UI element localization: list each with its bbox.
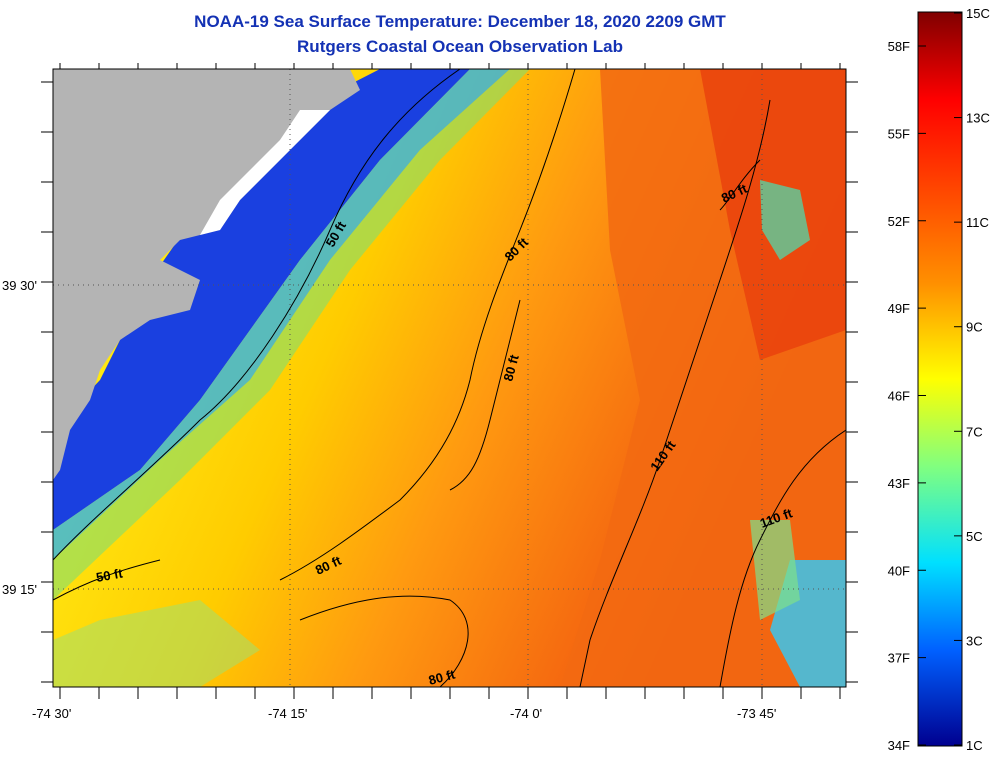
isobath-80ft-b: [449, 299, 521, 491]
lon-tick-label: -74 15': [268, 706, 307, 721]
colorbar-f-label: 43F: [888, 476, 910, 491]
sst-coastal-cold: [53, 69, 470, 530]
map-panel: [53, 69, 846, 687]
contour-label: 50 ft: [95, 565, 125, 585]
isobath-80ft-c: [299, 595, 469, 687]
colorbar-f-label: 46F: [888, 389, 910, 404]
isobath-80ft-a: [279, 69, 576, 581]
colorbar-f-label: 34F: [888, 738, 910, 753]
isobath-50ft-south: [53, 559, 161, 601]
contour-label: 80 ft: [427, 666, 457, 688]
sst-coastal-green: [53, 69, 530, 600]
lat-tick-label: 39 30': [2, 278, 37, 293]
colorbar-c-label: 5C: [966, 529, 983, 544]
colorbar-f-label: 40F: [888, 563, 910, 578]
colorbar-f-label: 37F: [888, 651, 910, 666]
colorbar-c-label: 1C: [966, 738, 983, 753]
sst-coastal-teal: [53, 69, 510, 560]
colorbar-celsius-labels: 15C 13C 11C 9C 7C 5C 3C 1C: [966, 6, 990, 753]
isobath-110ft-b: [719, 429, 846, 687]
colorbar-c-label: 9C: [966, 320, 983, 335]
isobath-80ft-d: [719, 159, 761, 211]
map-tick-marks: [41, 63, 858, 699]
sst-southwest-cool: [53, 600, 260, 687]
colorbar-gradient: [917, 11, 963, 747]
colorbar-f-label: 55F: [888, 126, 910, 141]
lon-tick-label: -74 0': [510, 706, 542, 721]
colorbar-c-label: 15C: [966, 6, 990, 21]
colorbar-c-label: 7C: [966, 424, 983, 439]
land-white-fringe: [200, 110, 330, 235]
land-mass: [53, 69, 360, 480]
colorbar-ticks: [918, 12, 962, 746]
isobath-50ft: [53, 69, 461, 561]
isobath-110ft-a: [579, 99, 771, 687]
colorbar-c-label: 3C: [966, 633, 983, 648]
map-subtitle: Rutgers Coastal Ocean Observation Lab: [297, 37, 623, 56]
isobath-contours: [53, 69, 846, 687]
colorbar-f-label: 58F: [888, 39, 910, 54]
colorbar-c-label: 11C: [966, 215, 989, 230]
lon-tick-label: -73 45': [737, 706, 776, 721]
sst-cool-patch-a: [760, 180, 810, 260]
graticule: [53, 69, 846, 687]
colorbar-f-label: 49F: [888, 301, 910, 316]
map-title: NOAA-19 Sea Surface Temperature: Decembe…: [194, 12, 726, 31]
lat-tick-label: 39 15': [2, 582, 37, 597]
colorbar-fahrenheit-labels: 58F 55F 52F 49F 46F 43F 40F 37F 34F: [888, 39, 910, 753]
colorbar-c-label: 13C: [966, 111, 990, 126]
colorbar-f-label: 52F: [888, 214, 910, 229]
colorbar: 58F 55F 52F 49F 46F 43F 40F 37F 34F 15C 13C 11C 9C 7…: [888, 6, 990, 753]
lon-tick-label: -74 30': [32, 706, 71, 721]
contour-label: 80 ft: [500, 352, 522, 382]
